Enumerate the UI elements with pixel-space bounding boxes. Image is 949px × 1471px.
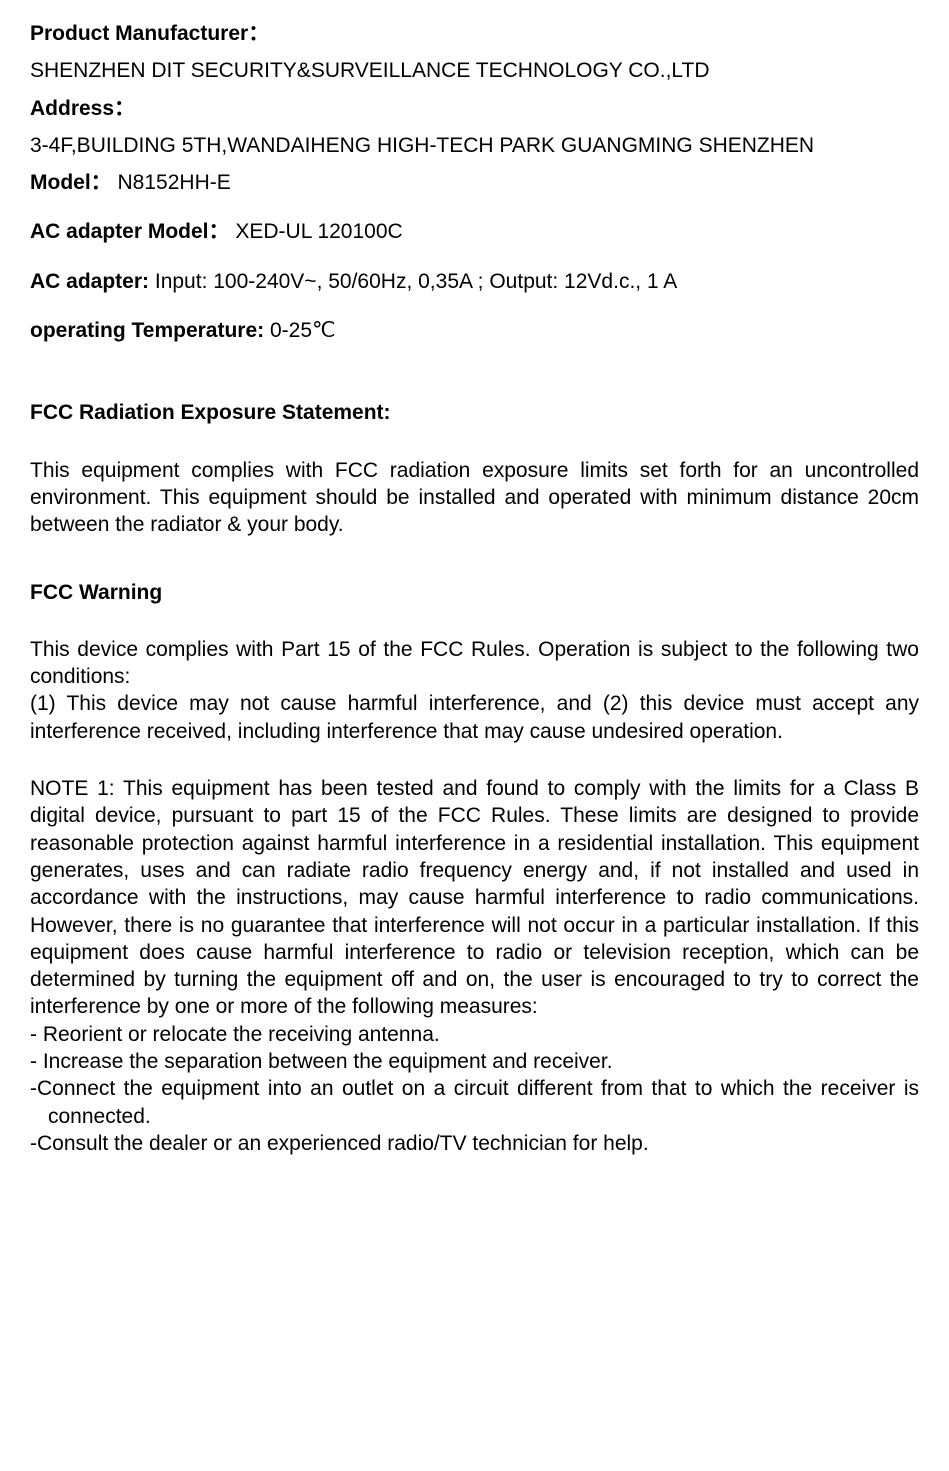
manufacturer-value: SHENZHEN DIT SECURITY&SURVEILLANCE TECHN…: [30, 59, 710, 82]
temp-line: operating Temperature: 0-25℃: [30, 317, 919, 344]
fcc-exposure-body: This equipment complies with FCC radiati…: [30, 457, 919, 539]
manufacturer-label-line: Product Manufacturer：: [30, 20, 919, 47]
fcc-warning-para2: (1) This device may not cause harmful in…: [30, 690, 919, 745]
adapter-value: Input: 100-240V~, 50/60Hz, 0,35A ; Outpu…: [155, 270, 677, 293]
measure-item: - Reorient or relocate the receiving ant…: [30, 1021, 919, 1048]
fcc-exposure-heading: FCC Radiation Exposure Statement:: [30, 399, 919, 426]
model-value: N8152HH-E: [118, 171, 231, 194]
fcc-warning-note1: NOTE 1: This equipment has been tested a…: [30, 775, 919, 1021]
address-value: 3-4F,BUILDING 5TH,WANDAIHENG HIGH-TECH P…: [30, 134, 814, 157]
measure-item: -Connect the equipment into an outlet on…: [30, 1075, 919, 1130]
adapter-label: AC adapter:: [30, 270, 155, 293]
temp-label: operating Temperature:: [30, 319, 270, 342]
fcc-warning-heading: FCC Warning: [30, 579, 919, 606]
address-label-line: Address：: [30, 95, 919, 122]
adapter-model-line: AC adapter Model： XED-UL 120100C: [30, 218, 919, 245]
measure-item: -Consult the dealer or an experienced ra…: [30, 1130, 919, 1157]
adapter-line: AC adapter: Input: 100-240V~, 50/60Hz, 0…: [30, 268, 919, 295]
manufacturer-value-line: SHENZHEN DIT SECURITY&SURVEILLANCE TECHN…: [30, 57, 919, 84]
adapter-model-value: XED-UL 120100C: [235, 220, 402, 243]
adapter-model-label: AC adapter Model：: [30, 220, 230, 243]
address-label: Address：: [30, 97, 135, 120]
model-label: Model：: [30, 171, 112, 194]
measure-item: - Increase the separation between the eq…: [30, 1048, 919, 1075]
address-value-line: 3-4F,BUILDING 5TH,WANDAIHENG HIGH-TECH P…: [30, 132, 919, 159]
model-line: Model： N8152HH-E: [30, 169, 919, 196]
temp-value: 0-25℃: [270, 319, 336, 342]
manufacturer-label: Product Manufacturer：: [30, 22, 269, 45]
fcc-warning-para1: This device complies with Part 15 of the…: [30, 636, 919, 691]
